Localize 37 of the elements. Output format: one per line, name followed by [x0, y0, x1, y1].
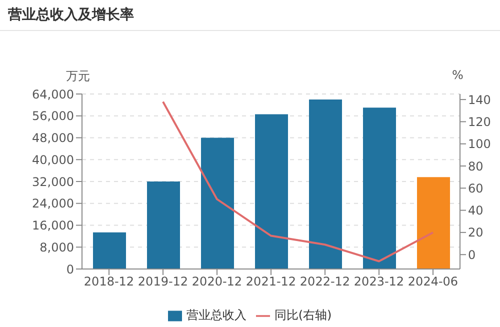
y-tick-label: 16,000: [32, 218, 74, 233]
y-tick-label: 64,000: [32, 87, 74, 102]
y2-tick-label: 140: [468, 92, 491, 107]
y-tick-label: 24,000: [32, 196, 74, 211]
x-tick-label: 2023-12: [354, 274, 404, 289]
bar: [417, 177, 450, 269]
legend-label: 营业总收入: [186, 308, 246, 322]
y2-tick-label: 100: [468, 137, 491, 152]
bar: [255, 114, 288, 269]
bar: [201, 138, 234, 269]
y2-tick-label: 60: [468, 181, 484, 196]
bar: [309, 99, 342, 269]
y-axis-title: 万元: [66, 68, 90, 85]
x-tick-label: 2019-12: [138, 274, 188, 289]
y-tick-label: 0: [66, 262, 74, 276]
bar: [363, 108, 396, 269]
y-tick-label: 32,000: [32, 174, 74, 189]
bar: [93, 232, 126, 269]
y2-axis-title: %: [452, 68, 464, 82]
x-tick-label: 2022-12: [300, 274, 350, 289]
legend-label: 同比(右轴): [274, 308, 332, 322]
y2-tick-label: 80: [468, 159, 484, 174]
y-tick-label: 40,000: [32, 152, 74, 167]
chart-title: 营业总收入及增长率: [8, 6, 134, 24]
y2-tick-label: 120: [468, 114, 491, 129]
y-tick-label: 48,000: [32, 131, 74, 146]
bar: [147, 182, 180, 269]
y-tick-label: 56,000: [32, 109, 74, 124]
y2-tick-label: 40: [468, 204, 484, 218]
x-tick-label: 2021-12: [246, 274, 296, 289]
x-tick-label: 2024-06: [408, 274, 458, 289]
y2-tick-label: 0: [468, 248, 476, 262]
y2-tick-label: 20: [468, 226, 484, 240]
x-tick-label: 2018-12: [84, 274, 134, 289]
y-tick-label: 8,000: [40, 240, 74, 254]
line-series: [162, 100, 434, 262]
x-tick-label: 2020-12: [192, 274, 242, 289]
